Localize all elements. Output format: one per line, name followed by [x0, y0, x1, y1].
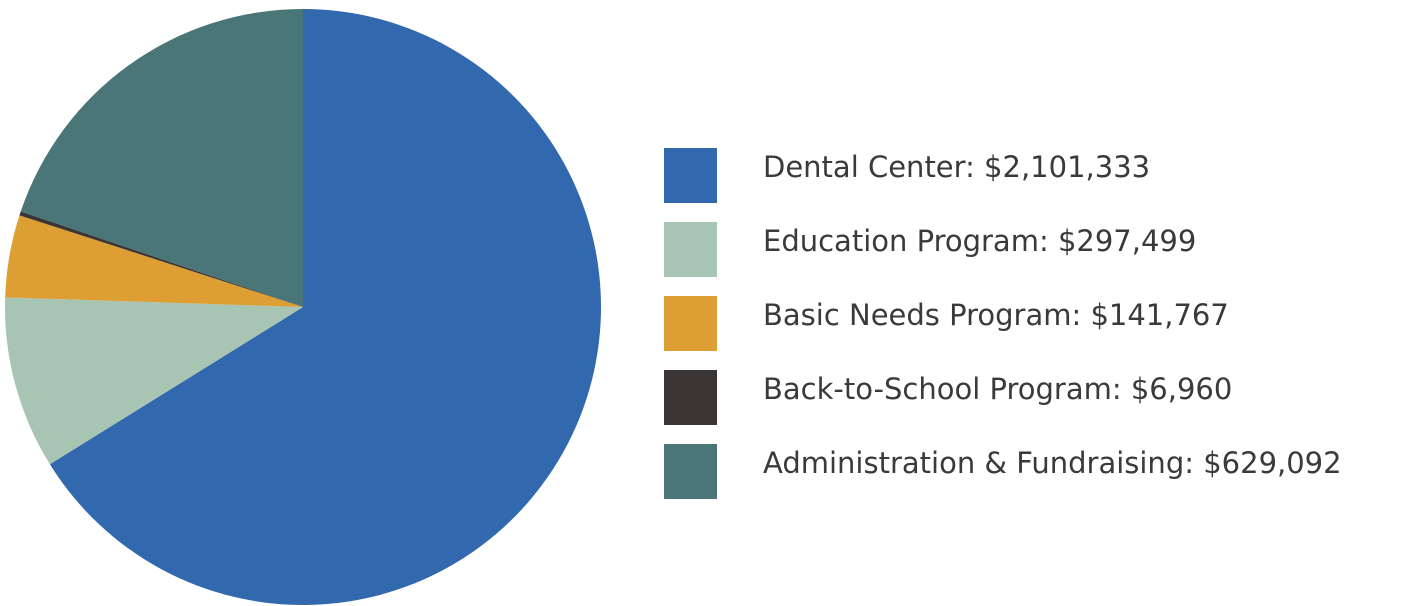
pie-slice-0	[49, 9, 601, 605]
pie-slice-2	[5, 215, 303, 307]
legend-item: Basic Needs Program: $141,767	[664, 296, 1342, 351]
legend-item: Education Program: $297,499	[664, 222, 1342, 277]
pie-slice-3	[19, 211, 303, 307]
pie-chart	[4, 9, 601, 605]
legend-label: Education Program: $297,499	[763, 224, 1197, 258]
pie-slice-4	[20, 9, 303, 307]
legend-label: Dental Center: $2,101,333	[763, 150, 1151, 184]
legend-label: Administration & Fundraising: $629,092	[763, 446, 1342, 480]
legend-item: Dental Center: $2,101,333	[664, 148, 1342, 203]
chart-legend: Dental Center: $2,101,333 Education Progr…	[664, 148, 1342, 518]
legend-label: Back-to-School Program: $6,960	[763, 372, 1233, 406]
legend-swatch	[664, 444, 717, 499]
legend-swatch	[664, 370, 717, 425]
legend-swatch	[664, 148, 717, 203]
legend-label: Basic Needs Program: $141,767	[763, 298, 1229, 332]
legend-swatch	[664, 222, 717, 277]
legend-item: Administration & Fundraising: $629,092	[664, 444, 1342, 499]
legend-swatch	[664, 296, 717, 351]
pie-slice-1	[4, 297, 303, 465]
legend-item: Back-to-School Program: $6,960	[664, 370, 1342, 425]
